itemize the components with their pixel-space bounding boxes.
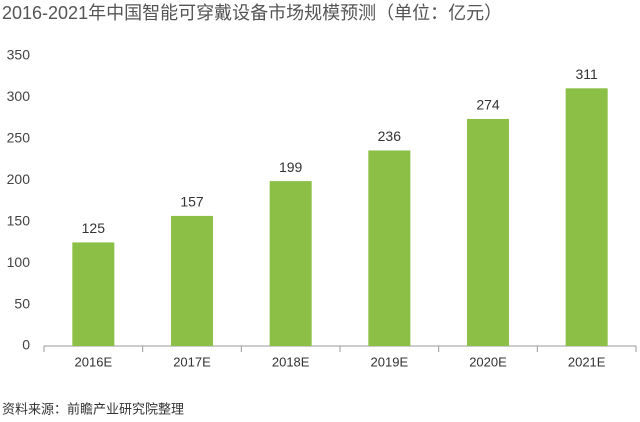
y-tick-label: 100 bbox=[7, 254, 31, 270]
x-tick-label: 2021E bbox=[568, 354, 606, 369]
y-tick-label: 350 bbox=[7, 47, 31, 63]
value-label: 125 bbox=[82, 220, 106, 236]
y-tick-label: 0 bbox=[22, 337, 30, 353]
y-tick-label: 50 bbox=[14, 295, 30, 311]
y-tick-label: 150 bbox=[7, 212, 31, 228]
y-tick-label: 250 bbox=[7, 130, 31, 146]
bar bbox=[269, 181, 312, 346]
x-tick-label: 2020E bbox=[469, 354, 507, 369]
x-tick-label: 2019E bbox=[371, 354, 409, 369]
x-tick-label: 2016E bbox=[75, 354, 113, 369]
bar bbox=[565, 88, 608, 347]
bar bbox=[171, 215, 213, 346]
bar bbox=[72, 242, 115, 346]
value-label: 236 bbox=[378, 128, 402, 144]
value-label: 199 bbox=[279, 159, 303, 175]
value-label: 157 bbox=[180, 194, 204, 210]
value-label: 311 bbox=[576, 66, 599, 82]
bar bbox=[467, 118, 509, 346]
x-tick-label: 2018E bbox=[272, 354, 310, 369]
bar bbox=[368, 150, 411, 346]
y-tick-label: 200 bbox=[7, 171, 31, 187]
source-note: 资料来源：前瞻产业研究院整理 bbox=[2, 401, 184, 416]
y-tick-label: 300 bbox=[7, 88, 31, 104]
value-label: 274 bbox=[476, 97, 500, 113]
x-tick-label: 2017E bbox=[173, 354, 211, 369]
chart-title: 2016-2021年中国智能可穿戴设备市场规模预测（单位：亿元） bbox=[2, 3, 502, 23]
